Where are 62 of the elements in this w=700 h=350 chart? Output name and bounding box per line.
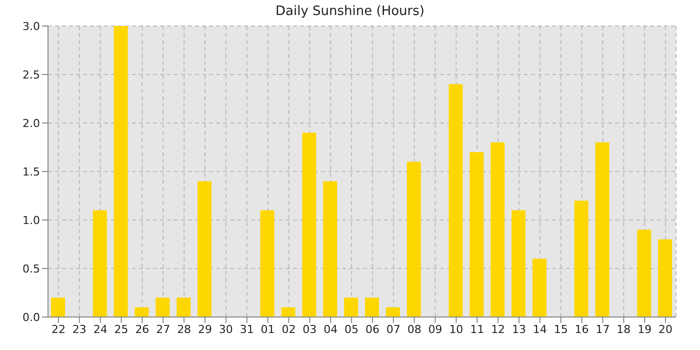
- bar: [198, 181, 212, 317]
- bar: [51, 298, 65, 317]
- x-tick-label: 05: [344, 322, 359, 336]
- x-tick-label: 24: [93, 322, 108, 336]
- x-tick-label: 04: [324, 322, 338, 336]
- x-tick-label: 15: [554, 322, 568, 336]
- bar: [92, 210, 107, 317]
- x-tick-label: 25: [114, 322, 128, 336]
- x-tick-label: 16: [574, 322, 589, 336]
- y-tick-label: 0.0: [22, 310, 40, 324]
- bar: [281, 307, 296, 317]
- bar: [323, 181, 338, 317]
- bar: [595, 142, 610, 317]
- bar: [365, 298, 379, 317]
- bar: [574, 200, 588, 317]
- x-tick-label: 28: [177, 322, 192, 336]
- y-tick-label: 1.0: [22, 214, 40, 227]
- x-tick-label: 27: [156, 322, 170, 336]
- bar: [344, 298, 358, 317]
- x-tick-label: 12: [491, 322, 506, 336]
- x-tick-label: 01: [260, 322, 275, 336]
- y-tick-label: 3.0: [22, 20, 40, 33]
- bar: [512, 210, 526, 317]
- x-tick-label: 29: [198, 322, 212, 336]
- y-tick-label: 2.0: [22, 116, 40, 130]
- x-tick-label: 08: [407, 322, 422, 336]
- x-tick-label: 31: [240, 322, 254, 336]
- bar: [406, 162, 421, 317]
- x-tick-label: 06: [365, 322, 380, 336]
- x-tick-label: 17: [596, 322, 610, 336]
- bar: [490, 142, 505, 317]
- x-tick-label: 07: [386, 322, 400, 336]
- y-tick-label: 1.5: [22, 165, 40, 178]
- x-tick-label: 20: [658, 322, 673, 336]
- x-tick-label: 23: [72, 322, 86, 336]
- x-tick-label: 02: [282, 322, 296, 336]
- bar: [532, 258, 546, 317]
- bar: [156, 298, 170, 317]
- bar: [176, 298, 191, 317]
- bar: [386, 307, 400, 317]
- bar: [637, 230, 652, 317]
- bar: [470, 152, 484, 317]
- x-tick-label: 30: [218, 322, 233, 336]
- x-tick-label: 09: [428, 322, 442, 336]
- bar: [134, 307, 149, 317]
- bar: [658, 239, 672, 317]
- x-tick-label: 19: [638, 322, 652, 336]
- x-tick-label: 11: [470, 322, 484, 336]
- x-tick-label: 22: [51, 322, 66, 336]
- x-tick-label: 10: [449, 322, 464, 336]
- bar: [260, 210, 274, 317]
- y-tick-label: 0.5: [22, 262, 40, 276]
- x-tick-label: 14: [532, 322, 547, 336]
- x-tick-label: 13: [512, 322, 526, 336]
- x-tick-label: 26: [135, 322, 150, 336]
- y-tick-label: 2.5: [22, 68, 40, 82]
- chart-title: Daily Sunshine (Hours): [274, 4, 426, 19]
- bar: [448, 84, 463, 317]
- bar: [302, 132, 316, 317]
- bar: [114, 26, 128, 317]
- x-tick-label: 18: [616, 322, 631, 336]
- x-tick-label: 03: [302, 322, 317, 336]
